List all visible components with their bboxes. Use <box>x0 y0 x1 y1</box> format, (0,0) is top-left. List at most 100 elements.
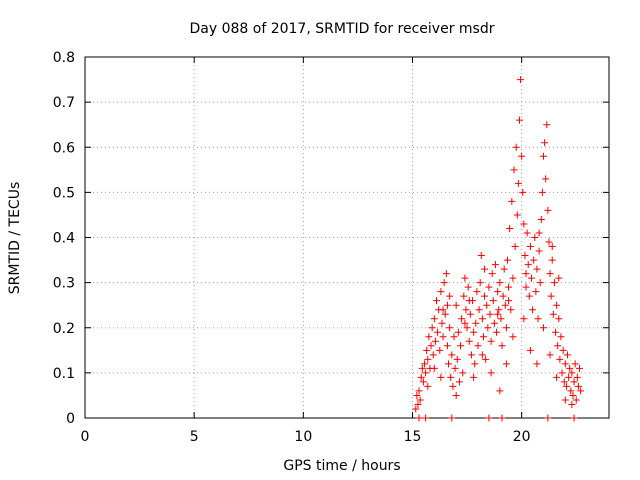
plot-area-frame <box>84 56 610 419</box>
data-point <box>514 179 522 187</box>
data-point <box>519 188 527 196</box>
x-tick-label: 20 <box>513 429 531 445</box>
data-point <box>505 283 513 291</box>
data-point <box>554 342 562 350</box>
y-tick-label: 0.7 <box>53 95 75 111</box>
data-point <box>522 270 530 278</box>
data-point <box>485 414 493 422</box>
data-point <box>562 382 570 390</box>
data-point <box>573 373 581 381</box>
data-point <box>443 342 451 350</box>
data-point <box>569 391 577 399</box>
data-point <box>419 378 427 386</box>
y-axis-label: SRMTID / TECUs <box>7 182 23 295</box>
data-point <box>570 414 578 422</box>
data-point <box>448 414 456 422</box>
data-point <box>505 297 513 305</box>
data-point <box>531 234 539 241</box>
data-point <box>447 373 455 381</box>
data-point <box>536 279 544 287</box>
data-point <box>488 270 496 278</box>
data-point <box>550 279 558 287</box>
data-point <box>512 143 520 151</box>
y-tick-label: 0.5 <box>53 185 75 201</box>
data-point <box>522 283 530 291</box>
data-point <box>572 396 580 404</box>
data-point <box>442 270 450 278</box>
data-point <box>555 315 563 323</box>
data-point <box>534 315 542 323</box>
data-point <box>422 414 430 422</box>
data-point <box>518 152 526 160</box>
data-point <box>553 373 561 381</box>
data-point <box>526 243 534 251</box>
data-point <box>526 346 534 354</box>
data-point <box>502 360 510 368</box>
data-point <box>489 297 497 305</box>
data-point <box>533 265 541 273</box>
data-point <box>466 310 474 318</box>
data-point <box>559 346 567 354</box>
y-tick-label: 0.1 <box>53 366 75 382</box>
data-point <box>520 315 528 323</box>
data-point <box>454 328 462 336</box>
data-point <box>486 310 494 318</box>
data-point <box>461 319 469 327</box>
data-point <box>555 274 563 282</box>
data-point <box>567 387 575 395</box>
data-point <box>566 364 574 372</box>
data-point <box>530 256 538 264</box>
data-point <box>461 274 469 282</box>
data-point <box>415 414 423 422</box>
data-point <box>538 188 546 196</box>
data-point <box>471 360 479 368</box>
data-point <box>521 252 529 260</box>
data-point <box>443 301 451 309</box>
data-point <box>493 328 501 336</box>
data-point <box>494 288 502 296</box>
y-tick-label: 0.3 <box>53 276 75 292</box>
x-tick-label: 0 <box>81 429 90 445</box>
data-point <box>457 342 465 350</box>
data-point <box>430 315 438 323</box>
data-point <box>523 229 531 237</box>
data-point <box>438 319 446 327</box>
data-point <box>499 292 507 300</box>
data-point <box>549 310 557 318</box>
data-point <box>525 292 533 300</box>
data-point <box>418 364 426 372</box>
data-point <box>558 369 566 377</box>
data-point <box>455 378 463 386</box>
axis-ticks: 0 5 10 15 20 0 0.1 0.2 0.3 0.4 0.5 0.6 0.7 0.8 <box>53 50 609 445</box>
data-point <box>429 351 437 359</box>
data-point <box>474 342 482 350</box>
data-point <box>574 382 582 390</box>
data-point <box>483 301 491 309</box>
data-point <box>548 243 556 251</box>
data-point <box>501 301 509 309</box>
data-point <box>547 292 555 300</box>
data-point <box>459 369 467 377</box>
data-point <box>425 333 433 341</box>
data-point <box>490 319 498 327</box>
data-point <box>529 306 537 314</box>
data-point <box>568 400 576 408</box>
data-point <box>561 360 569 368</box>
data-point <box>450 333 458 341</box>
y-tick-label: 0.6 <box>53 140 75 156</box>
data-point <box>540 152 547 160</box>
data-point <box>556 355 564 363</box>
data-point <box>495 306 503 314</box>
data-point <box>424 355 432 363</box>
data-point <box>533 360 541 368</box>
data-point <box>510 166 518 174</box>
data-point <box>508 197 516 205</box>
y-tick-label: 0.2 <box>53 321 75 337</box>
data-point <box>527 274 535 282</box>
data-point <box>570 378 578 386</box>
data-point <box>481 265 489 273</box>
data-point <box>415 387 423 395</box>
y-tick-label: 0.4 <box>53 231 75 247</box>
x-tick-label: 5 <box>190 429 199 445</box>
